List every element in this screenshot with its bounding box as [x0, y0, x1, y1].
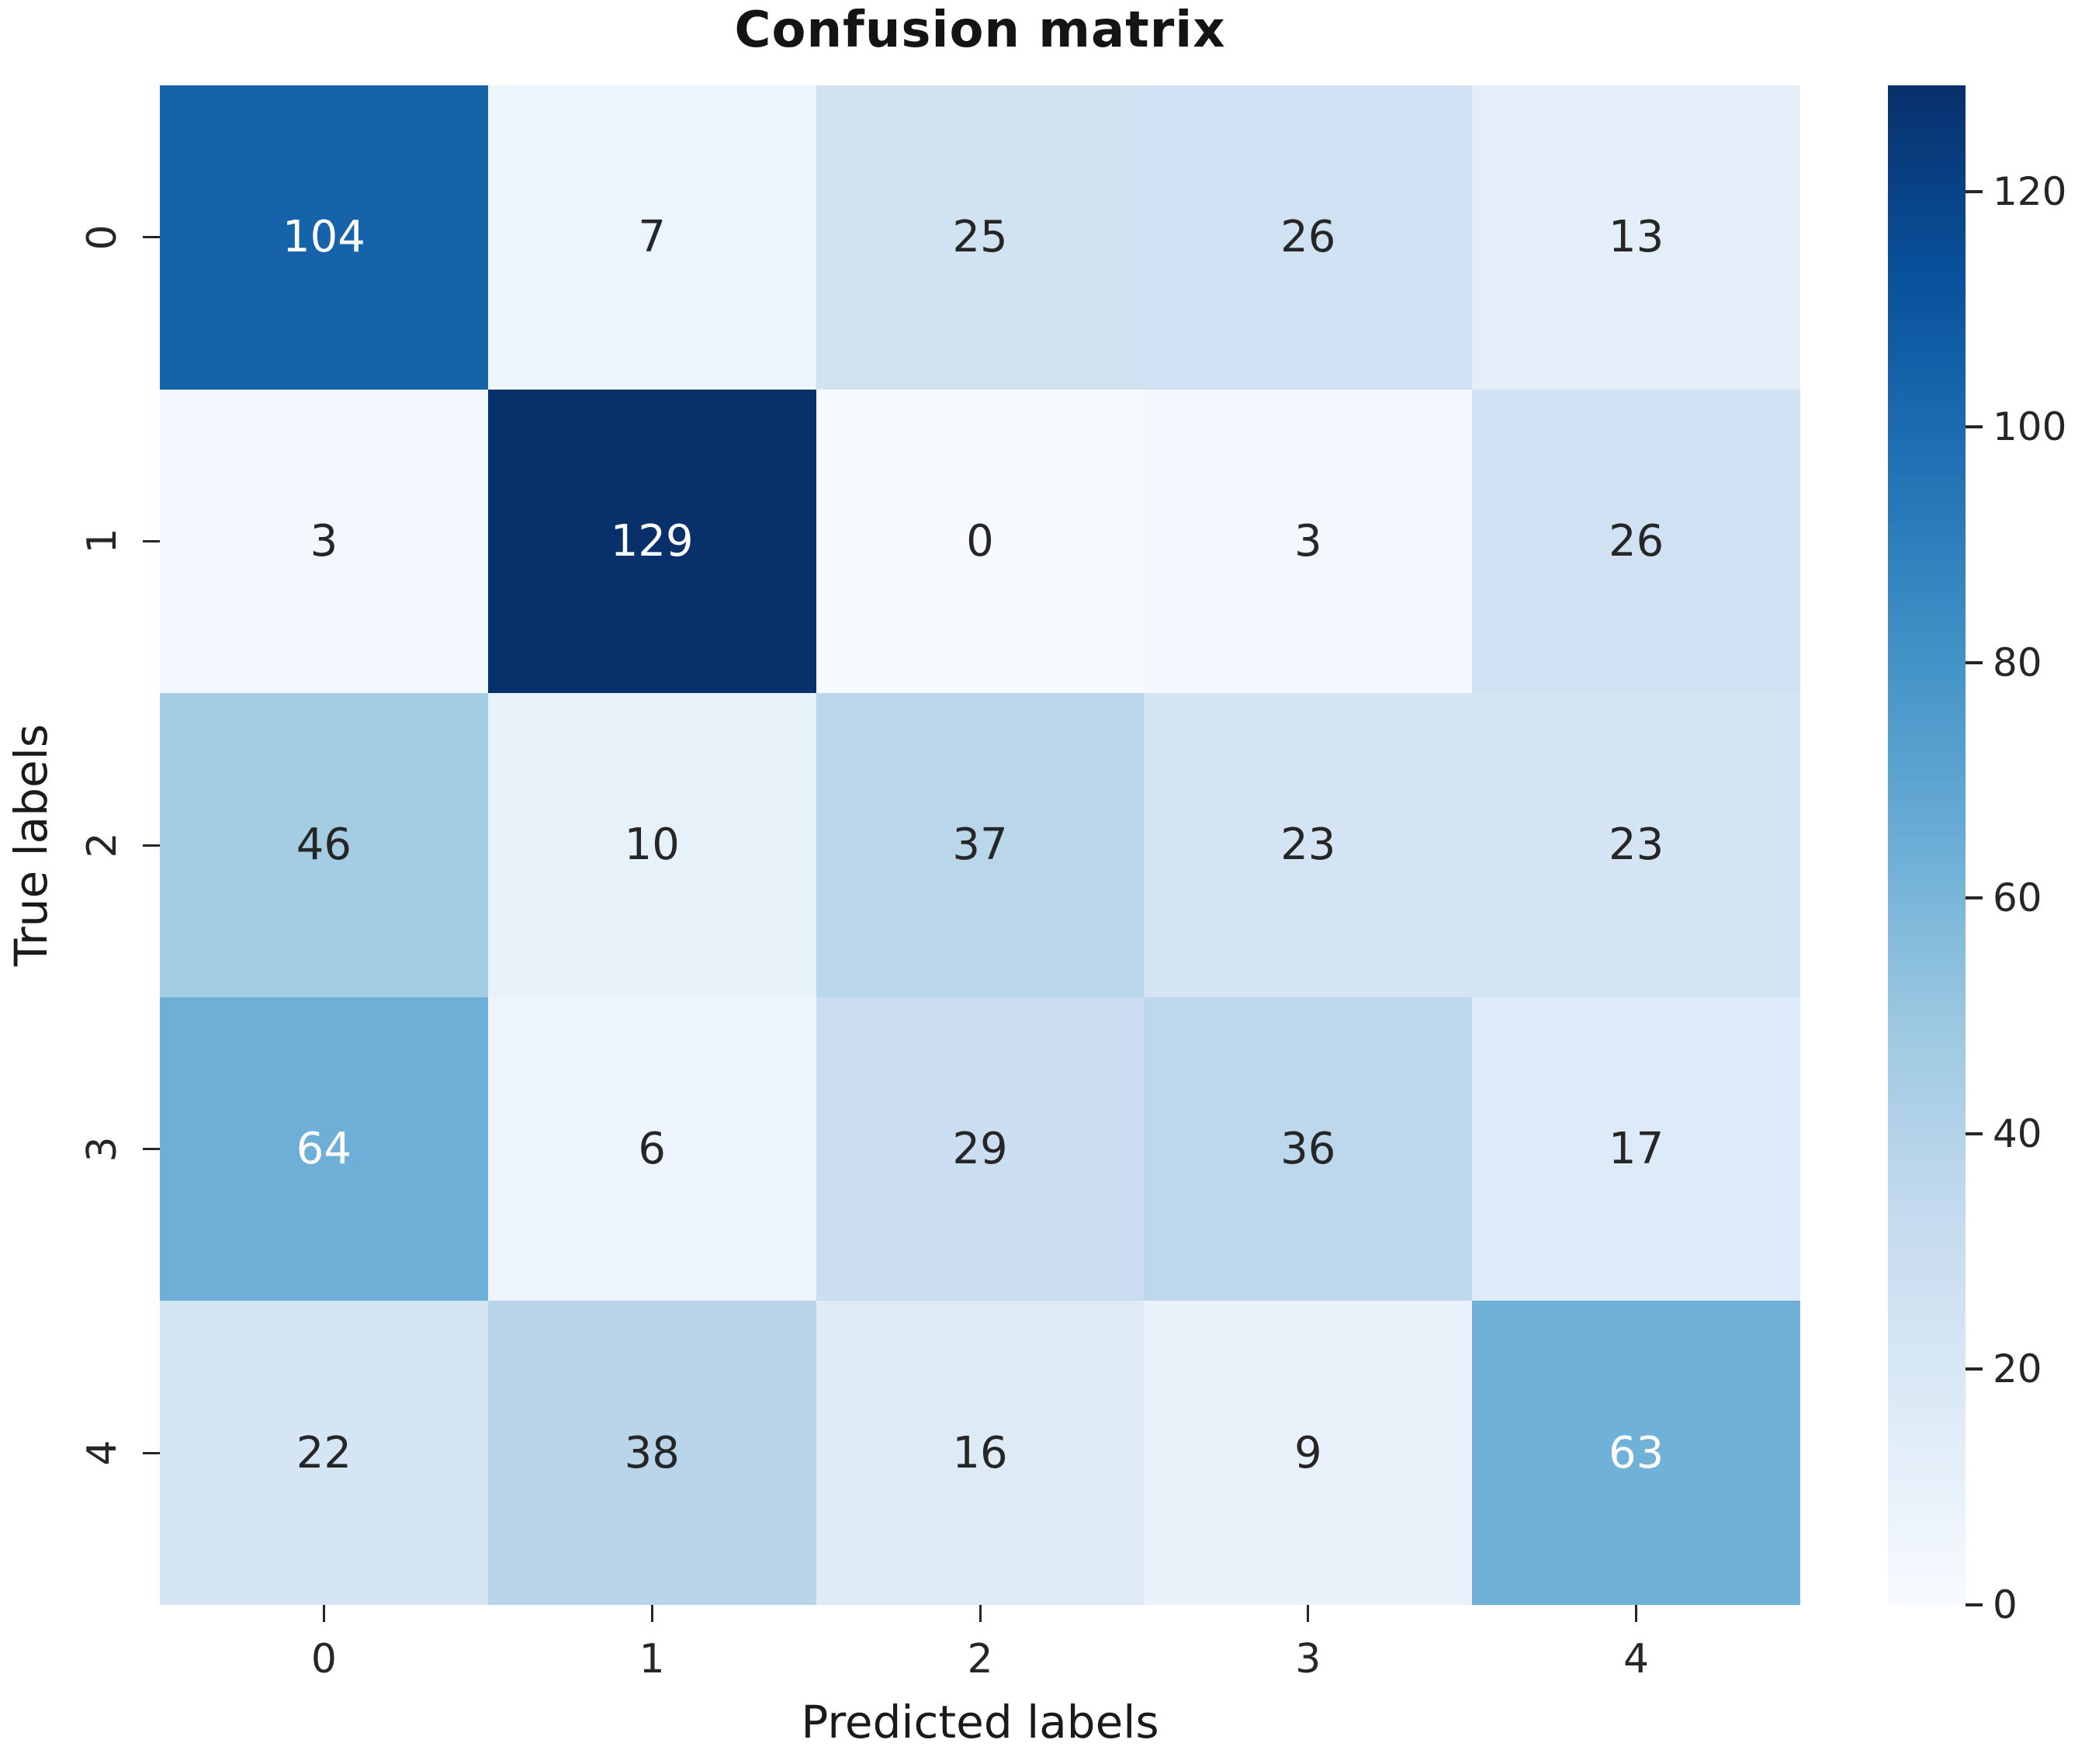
- y-tick-mark: [143, 1451, 160, 1454]
- colorbar-tick-label: 20: [1993, 1346, 2042, 1392]
- cell-value: 129: [610, 515, 694, 567]
- x-tick-label: 4: [1623, 1636, 1650, 1683]
- matrix-cell-0-4: 13: [1472, 85, 1800, 390]
- cell-value: 3: [310, 515, 338, 567]
- y-tick-label: 1: [79, 528, 126, 554]
- y-tick-label: 3: [79, 1136, 126, 1163]
- cell-value: 0: [966, 515, 994, 567]
- chart-title: Confusion matrix: [734, 2, 1226, 59]
- heatmap-grid: 104 7 25 26 13 3 129 0 3 26 46 10 37 23 23 64 6 29 36 17 22 3…: [160, 85, 1800, 1605]
- cell-value: 38: [624, 1427, 680, 1478]
- matrix-cell-2-0: 46: [160, 693, 488, 997]
- cell-value: 10: [624, 820, 680, 871]
- matrix-cell-4-4: 63: [1472, 1301, 1800, 1605]
- x-tick-label: 1: [639, 1636, 665, 1683]
- cell-value: 23: [1608, 820, 1664, 871]
- cell-value: 25: [952, 212, 1008, 263]
- colorbar-tick-label: 100: [1993, 404, 2067, 450]
- colorbar-tick-label: 40: [1993, 1111, 2042, 1156]
- matrix-cell-3-3: 36: [1144, 996, 1473, 1301]
- cell-value: 22: [296, 1427, 352, 1478]
- matrix-cell-2-3: 23: [1144, 693, 1473, 997]
- cell-value: 7: [638, 212, 667, 263]
- matrix-cell-0-0: 104: [160, 85, 488, 390]
- matrix-cell-2-1: 10: [487, 693, 816, 997]
- cell-value: 64: [296, 1124, 352, 1175]
- matrix-cell-3-0: 64: [160, 996, 488, 1301]
- matrix-cell-0-1: 7: [487, 85, 816, 390]
- colorbar-tick-mark: [1966, 660, 1983, 664]
- matrix-cell-4-1: 38: [487, 1301, 816, 1605]
- matrix-cell-4-2: 16: [816, 1301, 1145, 1605]
- matrix-cell-2-4: 23: [1472, 693, 1800, 997]
- x-tick-mark: [322, 1605, 325, 1622]
- y-tick-label: 2: [79, 832, 126, 858]
- cell-value: 26: [1608, 515, 1664, 567]
- colorbar-tick-mark: [1966, 1603, 1983, 1606]
- cell-value: 16: [952, 1427, 1008, 1478]
- x-axis-label: Predicted labels: [801, 1696, 1159, 1748]
- x-tick-mark: [1635, 1605, 1638, 1622]
- matrix-cell-1-2: 0: [816, 389, 1145, 694]
- y-tick-mark: [143, 236, 160, 239]
- colorbar-tick-mark: [1966, 896, 1983, 900]
- matrix-cell-1-1: 129: [487, 389, 816, 694]
- x-tick-mark: [978, 1605, 982, 1622]
- cell-value: 3: [1294, 515, 1322, 567]
- matrix-cell-1-4: 26: [1472, 389, 1800, 694]
- cell-value: 26: [1280, 212, 1336, 263]
- colorbar-tick-mark: [1966, 189, 1983, 193]
- colorbar-tick-label: 0: [1993, 1582, 2018, 1627]
- matrix-cell-0-3: 26: [1144, 85, 1473, 390]
- cell-value: 104: [282, 212, 365, 263]
- y-tick-mark: [143, 844, 160, 847]
- matrix-cell-3-2: 29: [816, 996, 1145, 1301]
- cell-value: 6: [638, 1124, 667, 1175]
- x-tick-mark: [1307, 1605, 1310, 1622]
- matrix-cell-3-4: 17: [1472, 996, 1800, 1301]
- colorbar-tick-label: 60: [1993, 875, 2042, 921]
- cell-value: 37: [952, 820, 1008, 871]
- x-tick-label: 0: [310, 1636, 337, 1683]
- matrix-cell-1-0: 3: [160, 389, 488, 694]
- colorbar: [1888, 85, 1966, 1605]
- x-tick-label: 2: [967, 1636, 993, 1683]
- y-tick-mark: [143, 1148, 160, 1151]
- cell-value: 9: [1294, 1427, 1322, 1478]
- colorbar-tick-mark: [1966, 425, 1983, 429]
- matrix-cell-2-2: 37: [816, 693, 1145, 997]
- y-tick-label: 0: [79, 224, 126, 251]
- cell-value: 17: [1608, 1124, 1664, 1175]
- cell-value: 46: [296, 820, 352, 871]
- cell-value: 29: [952, 1124, 1008, 1175]
- cell-value: 23: [1280, 820, 1336, 871]
- colorbar-tick-label: 120: [1993, 168, 2067, 214]
- x-tick-label: 3: [1295, 1636, 1321, 1683]
- x-tick-mark: [650, 1605, 653, 1622]
- cell-value: 13: [1608, 212, 1664, 263]
- cell-value: 36: [1280, 1124, 1336, 1175]
- cell-value: 63: [1608, 1427, 1664, 1478]
- y-tick-mark: [143, 539, 160, 542]
- colorbar-tick-mark: [1966, 1367, 1983, 1371]
- colorbar-tick-label: 80: [1993, 639, 2042, 685]
- y-tick-label: 4: [79, 1440, 126, 1466]
- colorbar-tick-mark: [1966, 1132, 1983, 1135]
- y-axis-label: True labels: [5, 723, 57, 967]
- matrix-cell-4-3: 9: [1144, 1301, 1473, 1605]
- matrix-cell-0-2: 25: [816, 85, 1145, 390]
- matrix-cell-3-1: 6: [487, 996, 816, 1301]
- matrix-cell-1-3: 3: [1144, 389, 1473, 694]
- matrix-cell-4-0: 22: [160, 1301, 488, 1605]
